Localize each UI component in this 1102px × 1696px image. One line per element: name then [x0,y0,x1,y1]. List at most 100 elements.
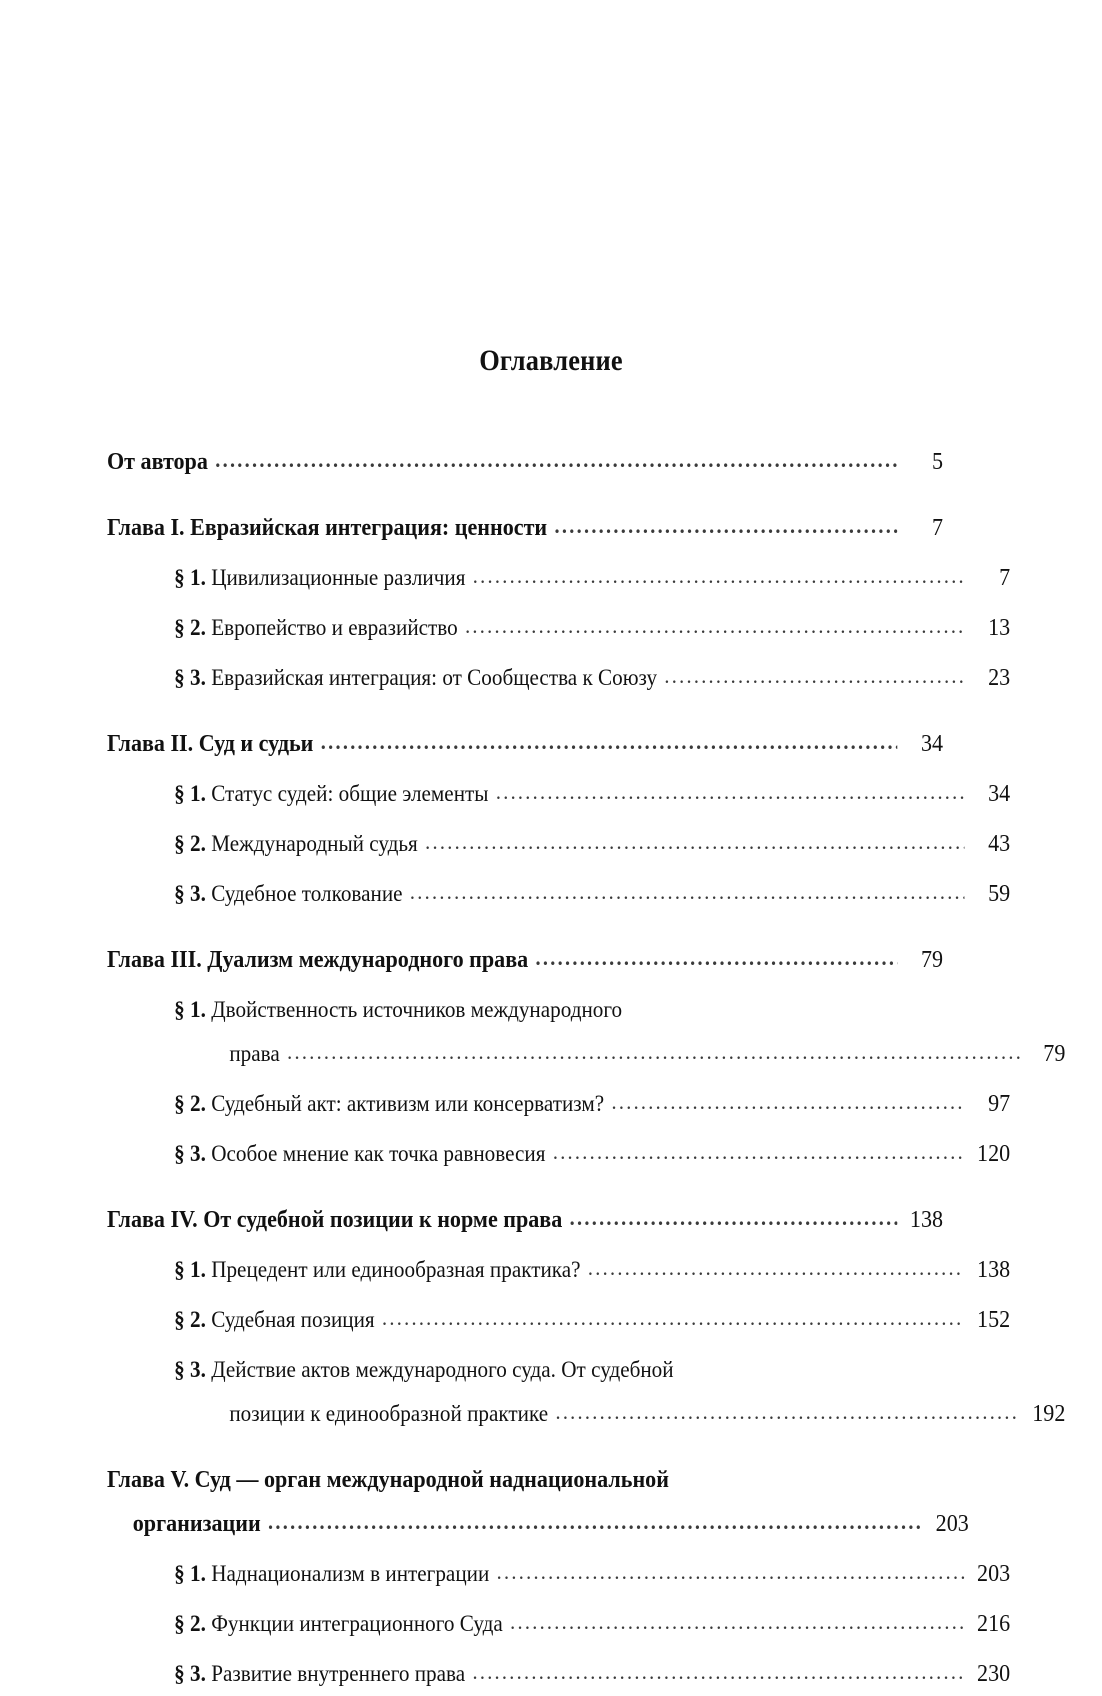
toc-entry-label: От автора [107,449,208,475]
toc-entry-label: Судебное толкование [211,881,403,906]
toc-entry-continuation-line: организации 203 [107,1502,969,1546]
toc-entry-label: Европейство и евразийство [211,615,458,640]
toc-entry-label: Судебный акт: активизм или консерватизм? [211,1091,605,1116]
toc-section-entry[interactable]: § 3. Действие актов международного суда.… [107,1348,1065,1436]
toc-page-number: 7 [999,565,1011,591]
dot-leader [553,1130,964,1174]
toc-entry-label: Двойственность источников международного [211,997,623,1022]
toc-entry-label: Глава V. Суд — орган международной надна… [107,1467,669,1493]
toc-chapter-entry[interactable]: От автора 5 [107,440,943,484]
toc-entry-continuation-line: права 79 [174,1032,1065,1076]
toc-page-number: 152 [977,1307,1011,1333]
toc-entry-line: § 3. Действие актов международного суда.… [174,1348,1010,1392]
toc-section-entry[interactable]: § 3. Евразийская интеграция: от Сообщест… [107,656,1010,700]
toc-entry-line: Глава IV. От судебной позиции к норме пр… [107,1198,943,1242]
toc-section-entry[interactable]: § 3. Судебное толкование 59 [107,872,1010,916]
toc-page-number: 120 [977,1141,1011,1167]
toc-section-entry[interactable]: § 1. Цивилизационные различия 7 [107,556,1010,600]
toc-page-number: 216 [977,1611,1011,1637]
toc-chapter-entry[interactable]: Глава III. Дуализм международного права 7… [107,938,943,982]
toc-entry-line: Глава V. Суд — орган международной надна… [107,1458,943,1502]
section-symbol: § 2. [174,1307,212,1332]
toc-entry-label: права [229,1041,280,1066]
toc-page-number: 23 [988,665,1011,691]
toc-section-entry[interactable]: § 3. Развитие внутреннего права 230 [107,1652,1010,1696]
toc-entry-line: § 3. Развитие внутреннего права 230 [174,1652,1010,1696]
toc-page-number: 34 [920,731,944,757]
toc-section-entry[interactable]: § 1. Статус судей: общие элементы 34 [107,772,1010,816]
toc-entry-label: Наднационализм в интеграции [211,1561,490,1586]
toc-section-entry[interactable]: § 2. Европейство и евразийство 13 [107,606,1010,650]
toc-entry-line: § 1. Цивилизационные различия 7 [174,556,1010,600]
toc-section-entry[interactable]: § 3. Особое мнение как точка равновесия 1… [107,1132,1010,1176]
section-symbol: § 1. [174,997,212,1022]
toc-section-entry[interactable]: § 1. Наднационализм в интеграции 203 [107,1552,1010,1596]
toc-chapter-entry[interactable]: Глава II. Суд и судьи 34 [107,722,943,766]
section-symbol: § 3. [174,1661,212,1686]
dot-leader [287,1030,1019,1074]
toc-entry-line: § 3. Судебное толкование 59 [174,872,1010,916]
toc-entry-label: Глава III. Дуализм международного права [107,947,529,973]
toc-entry-label: Евразийская интеграция: от Сообщества к … [211,665,658,690]
dot-leader [496,770,964,814]
dot-leader [497,1550,965,1594]
toc-entry-label: позиции к единообразной практике [229,1401,549,1426]
toc-entry-label: Действие актов международного суда. От с… [211,1357,674,1382]
toc-entry-label: Особое мнение как точка равновесия [211,1141,546,1166]
toc-section-entry[interactable]: § 2. Международный судья 43 [107,822,1010,866]
section-symbol: § 2. [174,615,212,640]
toc-entry-line: § 2. Международный судья 43 [174,822,1010,866]
dot-leader [555,1390,1019,1434]
toc-entry-line: Глава I. Евразийская интеграция: ценност… [107,506,943,550]
dot-leader [321,720,897,764]
toc-entry-line: § 3. Евразийская интеграция: от Сообщест… [174,656,1010,700]
section-symbol: § 1. [174,565,212,590]
toc-section-entry[interactable]: § 1. Прецедент или единообразная практик… [107,1248,1010,1292]
toc-page-number: 79 [920,947,944,973]
toc-section-entry[interactable]: § 1. Двойственность источников междунаро… [107,988,1065,1076]
dot-leader [465,604,964,648]
dot-leader [268,1500,923,1544]
table-of-contents: От автора 5 Глава I. Евразийская интеграци… [107,418,1065,1696]
section-symbol: § 3. [174,665,212,690]
dot-leader [570,1196,897,1240]
toc-entry-line: § 2. Судебная позиция 152 [174,1298,1010,1342]
toc-entry-line: § 1. Двойственность источников междунаро… [174,988,1010,1032]
dot-leader [510,1600,964,1644]
toc-entry-line: § 1. Прецедент или единообразная практик… [174,1248,1010,1292]
dot-leader [215,438,897,482]
dot-leader [555,504,897,548]
section-symbol: § 1. [174,781,212,806]
toc-entry-label: Международный судья [211,831,418,856]
toc-entry-line: § 1. Статус судей: общие элементы 34 [174,772,1010,816]
section-symbol: § 3. [174,1141,212,1166]
toc-entry-label: Судебная позиция [211,1307,375,1332]
dot-leader [664,654,964,698]
toc-chapter-entry[interactable]: Глава V. Суд — орган международной надна… [107,1458,969,1546]
toc-page-number: 230 [977,1661,1011,1687]
toc-entry-label: Глава I. Евразийская интеграция: ценност… [107,515,548,541]
toc-page-number: 43 [988,831,1011,857]
toc-page-number: 34 [988,781,1011,807]
toc-entry-label: Глава II. Суд и судьи [107,731,314,757]
section-symbol: § 2. [174,1611,212,1636]
toc-page-number: 138 [977,1257,1011,1283]
toc-section-entry[interactable]: § 2. Судебная позиция 152 [107,1298,1010,1342]
dot-leader [473,554,964,598]
section-symbol: § 3. [174,881,212,906]
toc-entry-line: § 1. Наднационализм в интеграции 203 [174,1552,1010,1596]
section-symbol: § 2. [174,1091,212,1116]
page-title: Оглавление [479,344,623,377]
toc-section-entry[interactable]: § 2. Судебный акт: активизм или консерва… [107,1082,1010,1126]
toc-entry-line: Глава II. Суд и судьи 34 [107,722,943,766]
toc-section-entry[interactable]: § 2. Функции интеграционного Суда 216 [107,1602,1010,1646]
section-symbol: § 2. [174,831,212,856]
toc-entry-label: Статус судей: общие элементы [211,781,489,806]
toc-entry-line: § 2. Европейство и евразийство 13 [174,606,1010,650]
toc-entry-line: § 2. Судебный акт: активизм или консерва… [174,1082,1010,1126]
toc-chapter-entry[interactable]: Глава I. Евразийская интеграция: ценност… [107,506,943,550]
toc-chapter-entry[interactable]: Глава IV. От судебной позиции к норме пр… [107,1198,943,1242]
dot-leader [536,936,897,980]
toc-entry-line: § 2. Функции интеграционного Суда 216 [174,1602,1010,1646]
toc-entry-continuation-line: позиции к единообразной практике 192 [174,1392,1065,1436]
